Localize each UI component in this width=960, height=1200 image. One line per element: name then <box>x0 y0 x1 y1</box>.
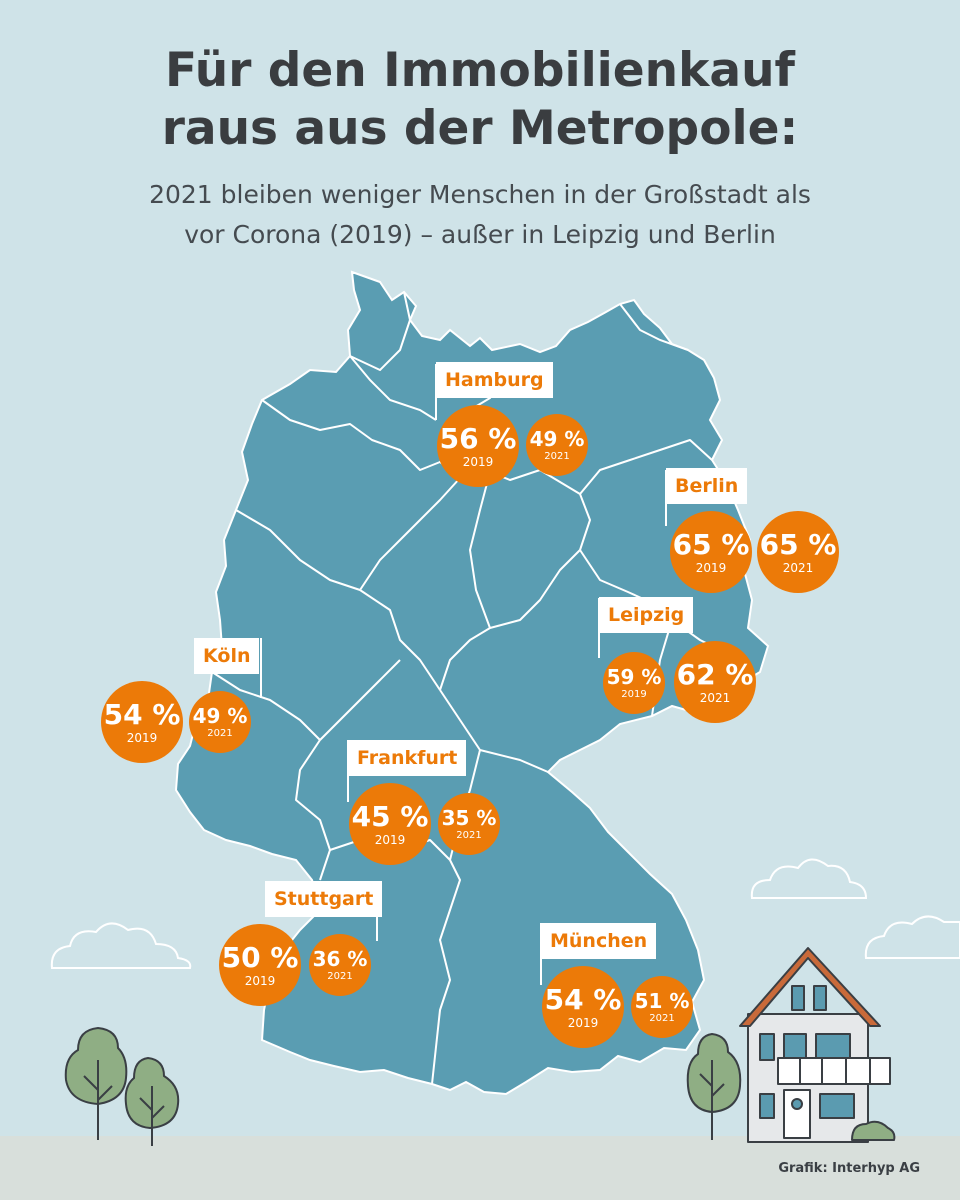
title-line-2: raus aus der Metropole: <box>161 101 799 156</box>
page-subtitle: 2021 bleiben weniger Menschen in der Gro… <box>0 175 960 255</box>
year-2019: 2019 <box>126 730 158 745</box>
page-title: Für den Immobilienkauf raus aus der Metr… <box>0 42 960 158</box>
bubble-2021: 65 % 2021 <box>757 511 839 593</box>
cloud-right-top-icon <box>750 858 868 899</box>
year-2021: 2021 <box>544 450 570 462</box>
bubble-2021: 62 % 2021 <box>674 641 756 723</box>
cloud-left-icon <box>50 922 192 969</box>
bubble-2019: 54 % 2019 <box>542 966 624 1048</box>
bubble-2021: 49 % 2021 <box>189 691 251 753</box>
value-2021: 49 % <box>529 426 585 451</box>
value-2021: 35 % <box>441 805 497 830</box>
ground <box>0 1136 960 1200</box>
value-2021: 62 % <box>676 657 754 691</box>
city-label: Köln <box>194 638 260 674</box>
year-2021: 2021 <box>782 560 814 575</box>
value-2019: 54 % <box>544 982 622 1016</box>
house-icon <box>739 947 896 1143</box>
bubble-2019: 45 % 2019 <box>349 783 431 865</box>
city-label: Stuttgart <box>265 881 383 917</box>
bubble-2019: 54 % 2019 <box>101 681 183 763</box>
bubble-2021: 51 % 2021 <box>631 976 693 1038</box>
year-2021: 2021 <box>327 970 353 982</box>
bubble-2019: 65 % 2019 <box>670 511 752 593</box>
city-label: Leipzig <box>599 597 694 633</box>
value-2019: 54 % <box>103 697 181 731</box>
subtitle-line-2: vor Corona (2019) – außer in Leipzig und… <box>184 220 776 249</box>
title-line-1: Für den Immobilienkauf <box>164 43 796 98</box>
year-2019: 2019 <box>567 1015 599 1030</box>
year-2021: 2021 <box>207 727 233 739</box>
year-2019: 2019 <box>695 560 727 575</box>
value-2021: 49 % <box>192 703 248 728</box>
bubble-2019: 56 % 2019 <box>437 405 519 487</box>
cloud-right-icon <box>864 915 960 959</box>
value-2021: 65 % <box>759 527 837 561</box>
tree-left-1-icon <box>64 1026 128 1140</box>
year-2021: 2021 <box>699 690 731 705</box>
year-2019: 2019 <box>374 832 406 847</box>
value-2019: 45 % <box>351 799 429 833</box>
bubble-2019: 50 % 2019 <box>219 924 301 1006</box>
subtitle-line-1: 2021 bleiben weniger Menschen in der Gro… <box>149 180 811 209</box>
city-label: Frankfurt <box>348 740 467 776</box>
year-2019: 2019 <box>621 688 647 700</box>
value-2019: 65 % <box>672 527 750 561</box>
value-2019: 56 % <box>439 421 517 455</box>
credit-text: Grafik: Interhyp AG <box>778 1161 920 1176</box>
tree-left-2-icon <box>124 1056 180 1146</box>
value-2021: 36 % <box>312 946 368 971</box>
water-lines <box>349 303 689 421</box>
year-2021: 2021 <box>456 829 482 841</box>
bubble-2021: 35 % 2021 <box>438 793 500 855</box>
bubble-2021: 49 % 2021 <box>526 414 588 476</box>
bubble-2019: 59 % 2019 <box>603 652 665 714</box>
value-2021: 51 % <box>634 988 690 1013</box>
value-2019: 59 % <box>606 664 662 689</box>
year-2021: 2021 <box>649 1012 675 1024</box>
label-pole <box>260 638 262 698</box>
year-2019: 2019 <box>244 973 276 988</box>
value-2019: 50 % <box>221 940 299 974</box>
city-label: Berlin <box>666 468 748 504</box>
bubble-2021: 36 % 2021 <box>309 934 371 996</box>
tree-right-icon <box>686 1032 742 1140</box>
city-label: Hamburg <box>436 362 553 398</box>
year-2019: 2019 <box>462 454 494 469</box>
city-label: München <box>541 923 657 959</box>
